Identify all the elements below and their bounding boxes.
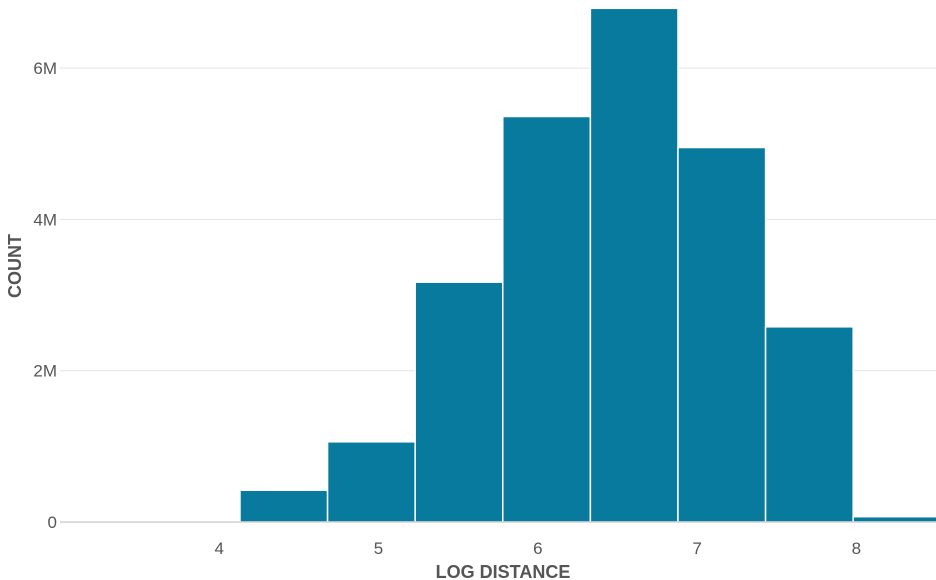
histogram-bar <box>677 146 767 523</box>
x-tick-label: 4 <box>215 539 224 558</box>
x-tick-label: 5 <box>374 539 383 558</box>
x-axis-title: LOG DISTANCE <box>436 562 571 580</box>
histogram-bar <box>502 115 592 523</box>
y-tick-label: 2M <box>33 362 57 381</box>
histogram-bar <box>852 515 936 523</box>
y-axis-ticks: 0 2M 4M 6M <box>33 59 57 532</box>
histogram-bar <box>764 326 854 523</box>
y-tick-label: 0 <box>48 513 57 532</box>
x-tick-label: 6 <box>533 539 542 558</box>
y-axis-title: COUNT <box>5 234 25 298</box>
histogram-bar <box>589 7 679 523</box>
histogram-bar <box>326 441 416 523</box>
y-tick-label: 6M <box>33 59 57 78</box>
x-tick-label: 8 <box>852 539 861 558</box>
x-axis-ticks: 4 5 6 7 8 <box>215 539 862 558</box>
bars <box>59 7 936 523</box>
histogram-bar <box>414 281 504 523</box>
x-tick-label: 7 <box>692 539 701 558</box>
y-tick-label: 4M <box>33 210 57 229</box>
histogram-bar <box>239 489 329 523</box>
